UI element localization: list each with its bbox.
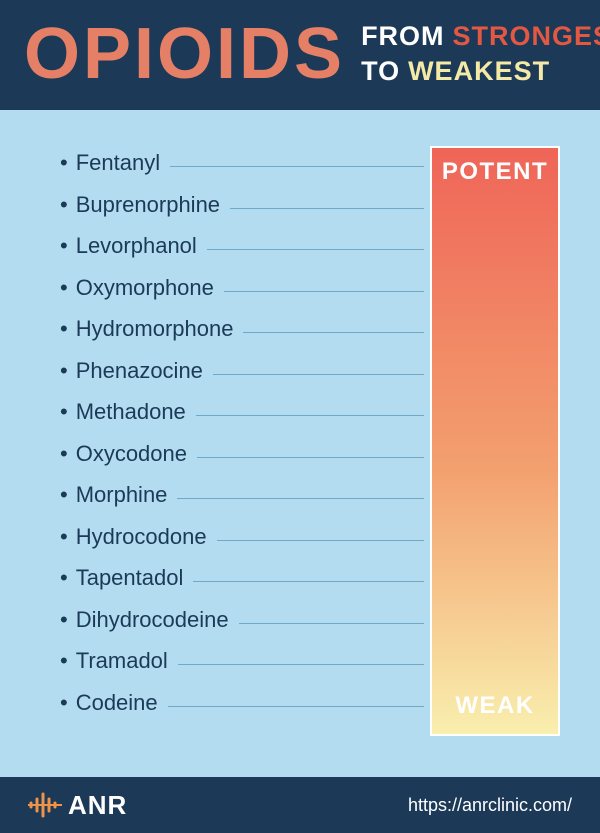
drug-name: Codeine bbox=[76, 690, 158, 716]
subtitle-line-1: FROM STRONGEST bbox=[361, 19, 600, 54]
list-item: • Buprenorphine bbox=[60, 192, 424, 234]
scale-label-potent: POTENT bbox=[442, 158, 548, 186]
subtitle-word-strongest: STRONGEST bbox=[453, 21, 600, 51]
bullet-icon: • bbox=[60, 607, 68, 633]
list-item: • Oxymorphone bbox=[60, 275, 424, 317]
bullet-icon: • bbox=[60, 648, 68, 674]
bullet-icon: • bbox=[60, 150, 68, 176]
brand: ANR bbox=[28, 790, 127, 821]
content-area: • Fentanyl • Buprenorphine • Levorphanol • Oxym… bbox=[0, 110, 600, 777]
connector-line bbox=[178, 664, 424, 665]
scale-label-weak: WEAK bbox=[455, 692, 534, 720]
title-main: OPIOIDS bbox=[24, 18, 345, 90]
waveform-icon bbox=[28, 792, 62, 818]
connector-line bbox=[243, 332, 424, 333]
connector-line bbox=[207, 249, 424, 250]
connector-line bbox=[177, 498, 424, 499]
bullet-icon: • bbox=[60, 482, 68, 508]
drug-name: Phenazocine bbox=[76, 358, 203, 384]
list-item: • Tramadol bbox=[60, 648, 424, 690]
connector-line bbox=[239, 623, 424, 624]
drug-name: Tapentadol bbox=[76, 565, 184, 591]
potency-scale-bar: POTENT WEAK bbox=[430, 146, 560, 736]
connector-line bbox=[170, 166, 424, 167]
connector-line bbox=[213, 374, 424, 375]
header: OPIOIDS FROM STRONGEST TO WEAKEST bbox=[0, 0, 600, 110]
connector-line bbox=[217, 540, 424, 541]
subtitle-word-to: TO bbox=[361, 56, 400, 86]
drug-name: Tramadol bbox=[76, 648, 168, 674]
drug-list: • Fentanyl • Buprenorphine • Levorphanol • Oxym… bbox=[60, 146, 424, 757]
bullet-icon: • bbox=[60, 690, 68, 716]
list-item: • Methadone bbox=[60, 399, 424, 441]
bullet-icon: • bbox=[60, 565, 68, 591]
drug-name: Levorphanol bbox=[76, 233, 197, 259]
subtitle-word-weakest: WEAKEST bbox=[408, 56, 550, 86]
drug-name: Methadone bbox=[76, 399, 186, 425]
bullet-icon: • bbox=[60, 358, 68, 384]
drug-name: Fentanyl bbox=[76, 150, 160, 176]
list-item: • Hydrocodone bbox=[60, 524, 424, 566]
subtitle-line-2: TO WEAKEST bbox=[361, 54, 600, 89]
drug-name: Morphine bbox=[76, 482, 168, 508]
connector-line bbox=[197, 457, 424, 458]
bullet-icon: • bbox=[60, 524, 68, 550]
list-item: • Hydromorphone bbox=[60, 316, 424, 358]
drug-name: Oxymorphone bbox=[76, 275, 214, 301]
subtitle: FROM STRONGEST TO WEAKEST bbox=[361, 19, 600, 89]
drug-name: Buprenorphine bbox=[76, 192, 220, 218]
bullet-icon: • bbox=[60, 275, 68, 301]
drug-name: Hydrocodone bbox=[76, 524, 207, 550]
drug-name: Hydromorphone bbox=[76, 316, 234, 342]
connector-line bbox=[193, 581, 424, 582]
list-item: • Oxycodone bbox=[60, 441, 424, 483]
list-item: • Levorphanol bbox=[60, 233, 424, 275]
subtitle-word-from: FROM bbox=[361, 21, 444, 51]
infographic-page: OPIOIDS FROM STRONGEST TO WEAKEST • Fentany… bbox=[0, 0, 600, 833]
drug-name: Oxycodone bbox=[76, 441, 187, 467]
bullet-icon: • bbox=[60, 316, 68, 342]
list-item: • Codeine bbox=[60, 690, 424, 732]
list-item: • Tapentadol bbox=[60, 565, 424, 607]
list-item: • Fentanyl bbox=[60, 150, 424, 192]
list-item: • Phenazocine bbox=[60, 358, 424, 400]
bullet-icon: • bbox=[60, 192, 68, 218]
bullet-icon: • bbox=[60, 399, 68, 425]
bullet-icon: • bbox=[60, 441, 68, 467]
connector-line bbox=[196, 415, 424, 416]
drug-name: Dihydrocodeine bbox=[76, 607, 229, 633]
connector-line bbox=[224, 291, 424, 292]
list-item: • Morphine bbox=[60, 482, 424, 524]
footer-url[interactable]: https://anrclinic.com/ bbox=[408, 795, 572, 816]
bullet-icon: • bbox=[60, 233, 68, 259]
connector-line bbox=[230, 208, 424, 209]
footer: ANR https://anrclinic.com/ bbox=[0, 777, 600, 833]
connector-line bbox=[168, 706, 424, 707]
list-item: • Dihydrocodeine bbox=[60, 607, 424, 649]
brand-text: ANR bbox=[68, 790, 127, 821]
